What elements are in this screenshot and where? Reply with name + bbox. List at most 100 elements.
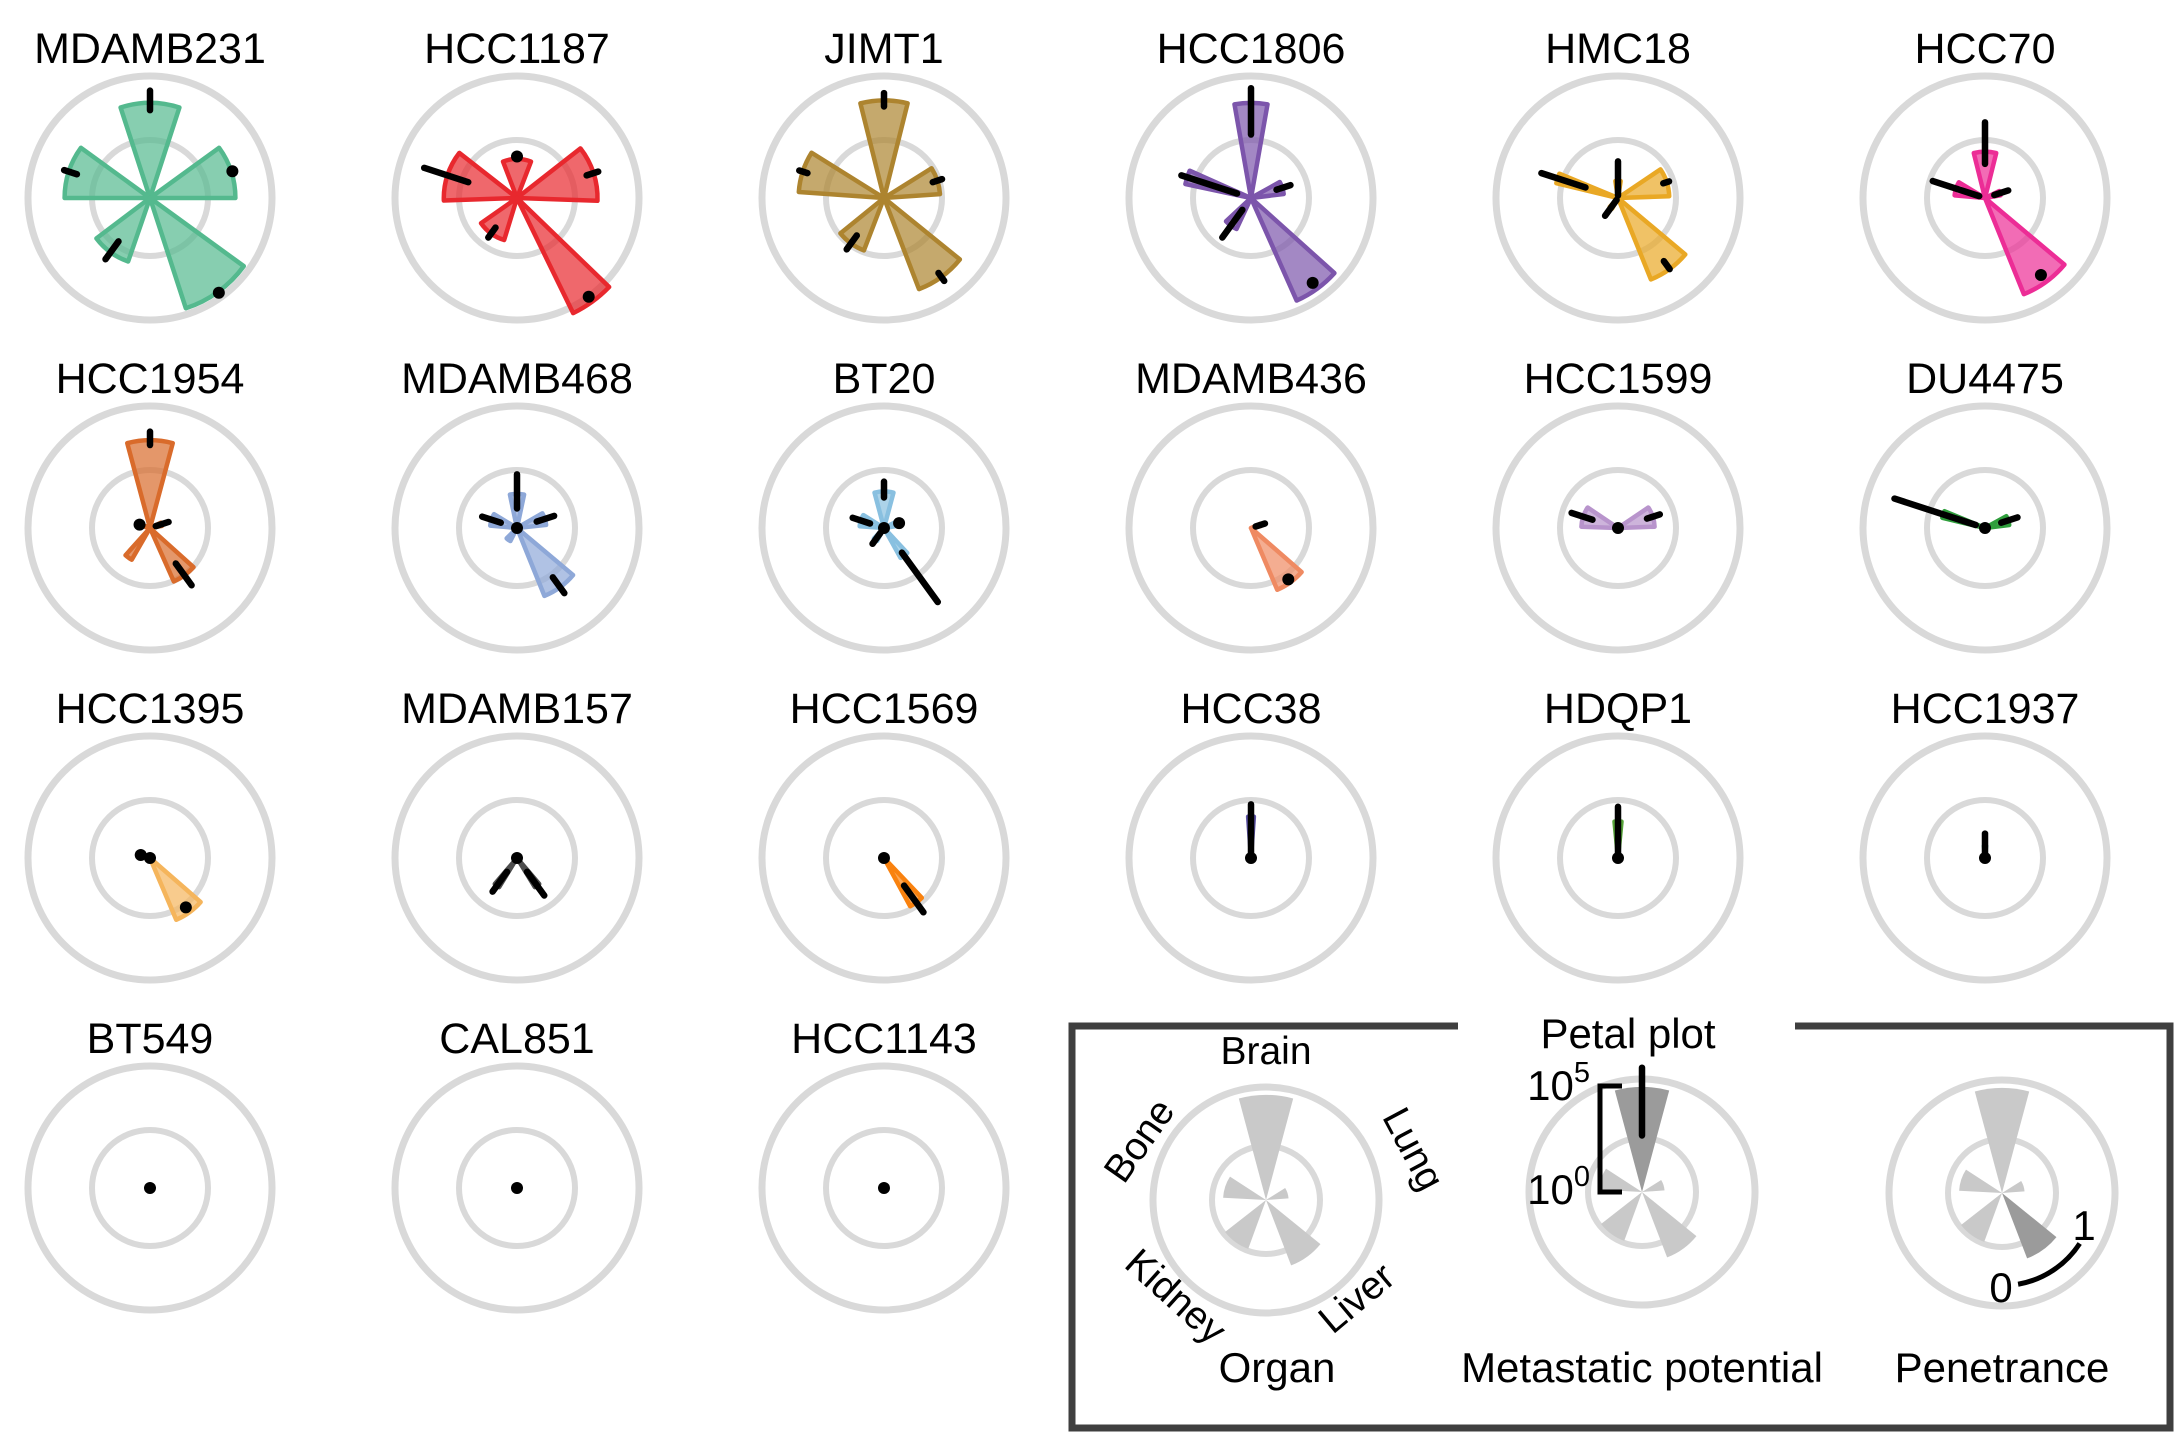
error-bar-lung [1991,187,2012,199]
petal-kidney [94,195,153,264]
cell-plot-mdamb157: MDAMB157 [391,685,643,984]
petal-kidney [1225,1200,1266,1249]
petal-liver [1248,195,1337,303]
cell-plot-hcc70: HCC70 [1859,25,2111,324]
grid-circle-inner [89,1127,211,1249]
cell-plot-title: HCC38 [1181,685,1322,733]
petal-bone [1599,1168,1642,1192]
error-bar-lung [583,168,602,179]
grid-circle-inner [456,1127,578,1249]
error-dot-bone [133,518,146,531]
error-bar-lung [1273,181,1294,193]
petal-brain [1238,1094,1294,1200]
grid-circle-outer [1125,402,1377,654]
cell-plot-bt549: BT549 [24,1015,276,1314]
petal-liver [1266,1200,1321,1266]
penetrance-one-label: 1 [2072,1202,2095,1249]
grid-circle-inner [1190,797,1312,919]
petal-brain [858,98,910,201]
petal-liver [881,195,963,292]
grid-circle-inner [1557,467,1679,589]
cell-plot-title: MDAMB468 [401,355,633,403]
error-dot-brain [511,150,523,163]
grid-circle-inner [823,1127,945,1249]
cell-plot-title: BT549 [87,1015,214,1063]
error-dot-liver [212,286,225,299]
grid-circle-inner [456,797,578,919]
error-bar-bone [1568,509,1596,523]
axis-max-label: 105 [1527,1057,1590,1109]
cell-plot-title: DU4475 [1906,355,2064,403]
petal-bone [1959,1169,2002,1193]
petal-liver [2002,1193,2057,1259]
cell-plot-title: HCC1187 [424,25,610,73]
error-bar-kidney [489,868,511,895]
error-bar-kidney [1601,196,1620,220]
cell-plot-title: MDAMB231 [34,25,266,73]
cell-plot-hcc1395: HCC1395 [24,685,276,984]
grid-circle-outer [1125,72,1377,324]
center-dot [1979,852,1991,864]
error-bar-lung [533,512,558,525]
error-bar-bone [1538,169,1589,191]
legend-title: Petal plot [1540,1010,1715,1057]
grid-circle-inner [1557,797,1679,919]
petal-lung [1642,1180,1665,1192]
cell-plot-title: MDAMB157 [401,685,633,733]
error-bar-liver [549,574,568,597]
cell-plot-title: MDAMB436 [1135,355,1367,403]
grid-circle-outer [391,1062,643,1314]
cell-plot-bt20: BT20 [758,355,1010,654]
error-dot-bone [134,848,147,861]
error-bar-liver [900,882,927,916]
grid-circle-inner [1190,467,1312,589]
center-dot [878,852,890,864]
penetrance-arc [2017,1242,2082,1287]
grid-circle-outer [1492,72,1744,324]
petal-liver [1982,195,2067,297]
grid-circle-outer [1859,72,2111,324]
petal-brain [125,437,175,531]
legend-box-border [1068,1022,2174,1432]
error-bar-lung [152,518,172,530]
grid-circle-inner [823,797,945,919]
error-bar-lung [1643,511,1664,522]
cell-plot-title: HMC18 [1545,25,1691,73]
grid-circle-inner [456,467,578,589]
cell-plot-hcc1937: HCC1937 [1859,685,2111,984]
cell-plot-title: HCC1599 [1524,355,1713,403]
petal-lung [2002,1181,2025,1193]
cell-plot-jimt1: JIMT1 [758,25,1010,324]
cell-plot-hcc38: HCC38 [1125,685,1377,984]
petal-lung [1266,1188,1289,1200]
cell-plot-hcc1806: HCC1806 [1125,25,1377,324]
petal-liver [514,195,612,316]
organ-label-brain: Brain [1220,1030,1311,1073]
error-dot-lung [226,165,239,178]
cell-plot-title: HCC1806 [1157,25,1346,73]
center-dot [144,852,156,864]
error-bar-bone [478,513,505,526]
cell-plot-title: HCC1395 [56,685,245,733]
error-bar-lung [1660,178,1673,187]
grid-circle-inner [1924,797,2046,919]
grid-circle-outer [1492,402,1744,654]
cell-plot-title: HCC1937 [1891,685,2080,733]
grid-circle-inner [1924,467,2046,589]
error-bar-liver [172,560,195,589]
grid-circle-inner [823,467,945,589]
cell-plot-mdamb468: MDAMB468 [391,355,643,654]
grid-circle-inner [1557,137,1679,259]
organ-label-lung: Lung [1374,1101,1453,1198]
grid-circle-outer [1859,402,2111,654]
error-dot-liver [179,901,192,914]
penetrance-zero-label: 0 [1989,1264,2012,1311]
error-bar-bone [1929,177,1983,200]
cell-plot-hcc1954: HCC1954 [24,355,276,654]
error-bar-kidney [102,238,122,263]
petal-kidney [478,195,520,243]
